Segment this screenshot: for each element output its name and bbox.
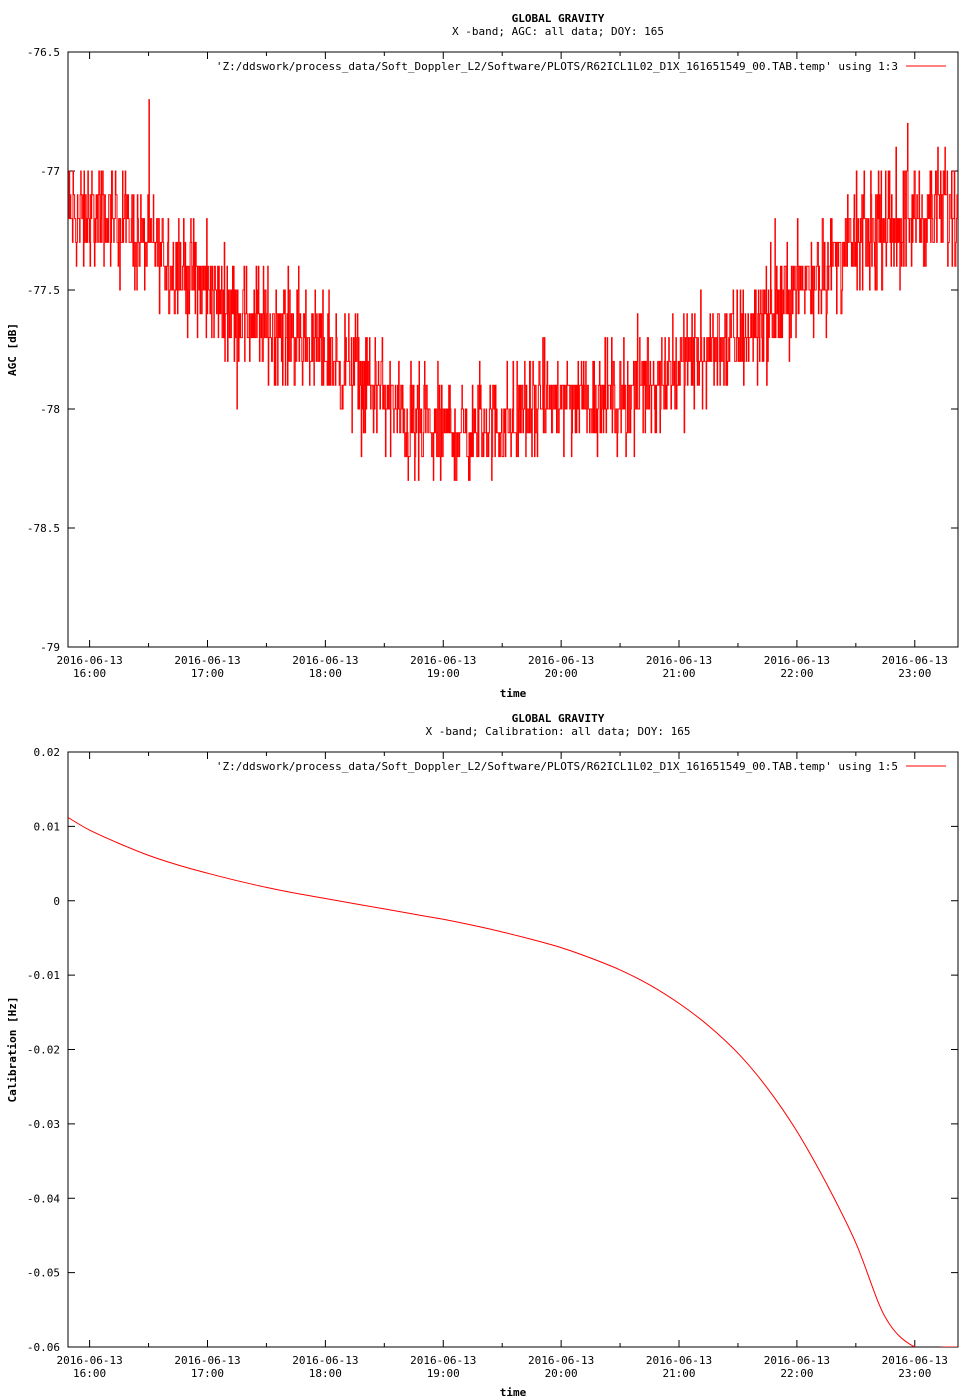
legend-label: 'Z:/ddswork/process_data/Soft_Doppler_L2…	[216, 760, 898, 773]
y-tick-label: -78.5	[27, 522, 60, 535]
x-tick-date: 2016-06-13	[882, 654, 948, 667]
y-tick-label: -78	[40, 403, 60, 416]
x-tick-time: 17:00	[191, 667, 224, 680]
agc-series-trace	[68, 99, 958, 481]
x-tick-time: 16:00	[73, 1367, 106, 1380]
chart-title: GLOBAL GRAVITY	[512, 12, 605, 25]
x-tick-time: 20:00	[545, 667, 578, 680]
x-axis-label: time	[500, 1386, 527, 1399]
y-axis-label: AGC [dB]	[6, 323, 19, 376]
y-tick-label: -77	[40, 165, 60, 178]
x-tick-time: 17:00	[191, 1367, 224, 1380]
x-tick-date: 2016-06-13	[646, 654, 712, 667]
y-tick-label: -0.04	[27, 1192, 60, 1205]
chart-title: GLOBAL GRAVITY	[512, 712, 605, 725]
calibration-series-line	[68, 817, 958, 1347]
x-tick-date: 2016-06-13	[528, 1354, 594, 1367]
x-tick-date: 2016-06-13	[410, 654, 476, 667]
x-tick-date: 2016-06-13	[292, 1354, 358, 1367]
chart-subtitle: X -band; Calibration: all data; DOY: 165	[426, 725, 691, 738]
x-tick-time: 19:00	[427, 1367, 460, 1380]
x-tick-time: 18:00	[309, 667, 342, 680]
y-tick-label: -0.02	[27, 1044, 60, 1057]
x-tick-time: 22:00	[780, 1367, 813, 1380]
y-tick-label: -76.5	[27, 46, 60, 59]
x-tick-time: 19:00	[427, 667, 460, 680]
x-tick-date: 2016-06-13	[174, 1354, 240, 1367]
y-tick-label: -0.05	[27, 1267, 60, 1280]
x-tick-date: 2016-06-13	[56, 654, 122, 667]
y-tick-label: -0.06	[27, 1341, 60, 1354]
x-tick-date: 2016-06-13	[174, 654, 240, 667]
y-tick-label: -0.03	[27, 1118, 60, 1131]
legend-label: 'Z:/ddswork/process_data/Soft_Doppler_L2…	[216, 60, 898, 73]
y-tick-label: -77.5	[27, 284, 60, 297]
x-tick-time: 21:00	[662, 1367, 695, 1380]
x-tick-date: 2016-06-13	[410, 1354, 476, 1367]
x-tick-time: 16:00	[73, 667, 106, 680]
x-tick-date: 2016-06-13	[292, 654, 358, 667]
x-tick-time: 20:00	[545, 1367, 578, 1380]
x-tick-time: 23:00	[898, 667, 931, 680]
x-tick-date: 2016-06-13	[528, 654, 594, 667]
x-tick-time: 18:00	[309, 1367, 342, 1380]
y-tick-label: 0.01	[34, 820, 61, 833]
x-tick-date: 2016-06-13	[56, 1354, 122, 1367]
plot-frame	[67, 51, 959, 648]
x-tick-date: 2016-06-13	[882, 1354, 948, 1367]
plot-frame	[67, 751, 959, 1348]
y-tick-label: -79	[40, 641, 60, 654]
x-tick-date: 2016-06-13	[764, 1354, 830, 1367]
x-tick-time: 21:00	[662, 667, 695, 680]
x-tick-time: 23:00	[898, 1367, 931, 1380]
y-tick-label: 0	[53, 895, 60, 908]
y-axis-label: Calibration [Hz]	[6, 997, 19, 1103]
chart-subtitle: X -band; AGC: all data; DOY: 165	[452, 25, 664, 38]
y-tick-label: -0.01	[27, 969, 60, 982]
x-tick-date: 2016-06-13	[764, 654, 830, 667]
y-tick-label: 0.02	[34, 746, 61, 759]
x-axis-label: time	[500, 687, 527, 700]
x-tick-date: 2016-06-13	[646, 1354, 712, 1367]
x-tick-time: 22:00	[780, 667, 813, 680]
